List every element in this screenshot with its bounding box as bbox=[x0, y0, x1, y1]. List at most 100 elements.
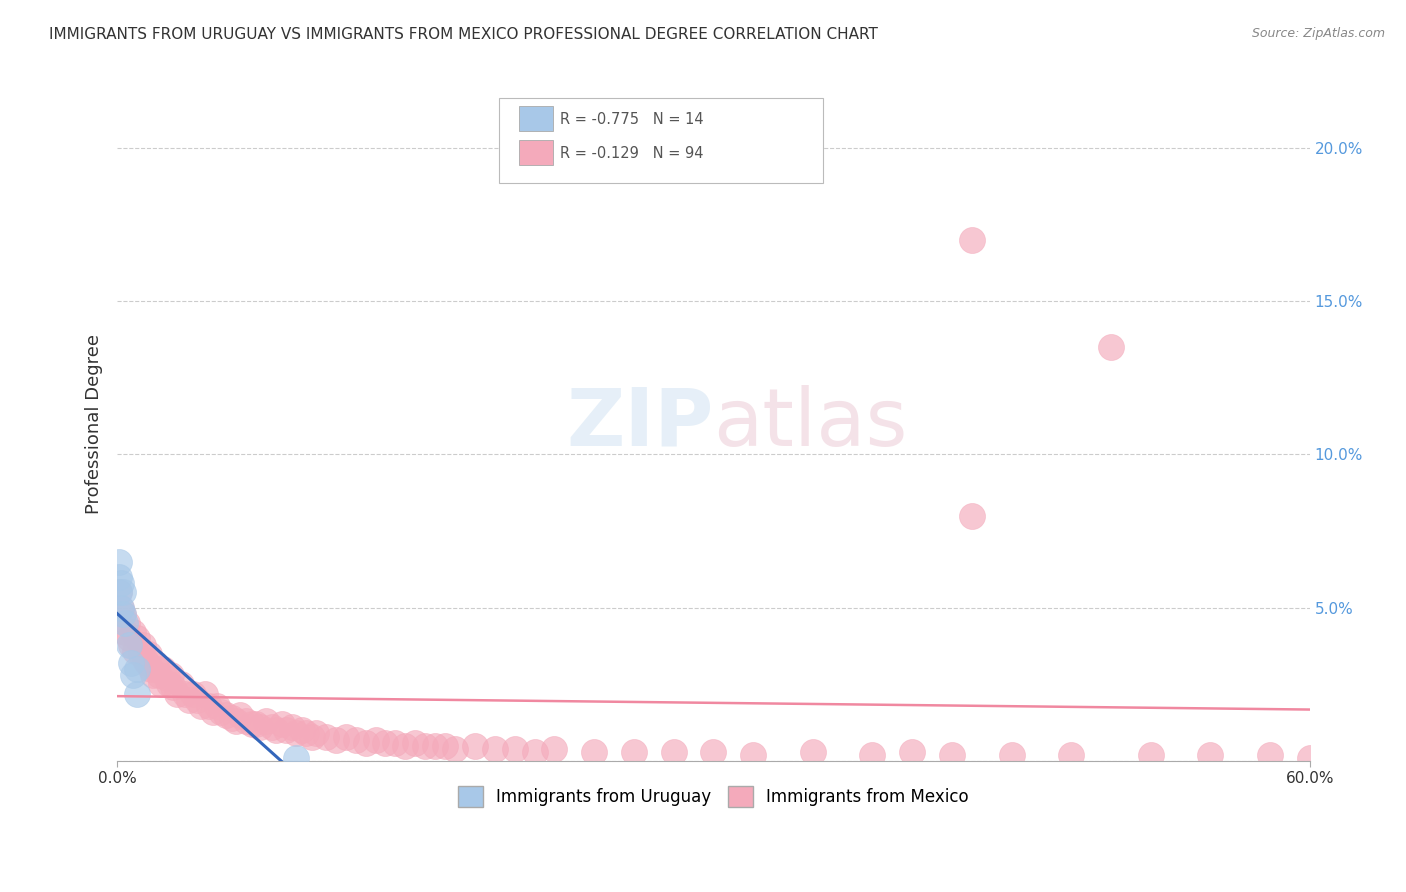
Point bbox=[325, 732, 347, 747]
Point bbox=[941, 747, 963, 762]
Legend: Immigrants from Uruguay, Immigrants from Mexico: Immigrants from Uruguay, Immigrants from… bbox=[451, 780, 976, 814]
Point bbox=[118, 632, 141, 646]
Point bbox=[281, 720, 304, 734]
Point bbox=[221, 711, 243, 725]
Point bbox=[132, 638, 155, 652]
Point bbox=[148, 668, 170, 682]
Point bbox=[801, 745, 824, 759]
Point bbox=[262, 720, 284, 734]
Point bbox=[142, 668, 165, 682]
Point bbox=[254, 714, 277, 729]
Point bbox=[1298, 751, 1320, 765]
Point bbox=[122, 625, 145, 640]
Point bbox=[444, 741, 467, 756]
Point bbox=[364, 732, 387, 747]
Point bbox=[112, 585, 135, 599]
Point bbox=[1199, 747, 1222, 762]
Point bbox=[205, 698, 228, 713]
Point bbox=[110, 576, 132, 591]
Point bbox=[143, 656, 166, 670]
Point bbox=[1258, 747, 1281, 762]
Point bbox=[125, 662, 148, 676]
Point bbox=[215, 708, 238, 723]
Point bbox=[623, 745, 645, 759]
Point bbox=[149, 677, 172, 691]
Text: atlas: atlas bbox=[713, 384, 908, 463]
Point bbox=[122, 668, 145, 682]
Point bbox=[170, 677, 193, 691]
Point bbox=[315, 730, 337, 744]
Point bbox=[209, 705, 232, 719]
Point bbox=[162, 681, 184, 695]
Point bbox=[124, 643, 146, 657]
Point bbox=[1000, 747, 1022, 762]
Point bbox=[960, 233, 983, 247]
Point bbox=[271, 717, 294, 731]
Point bbox=[225, 714, 247, 729]
Point bbox=[1099, 340, 1122, 354]
Point bbox=[157, 677, 180, 691]
Point bbox=[301, 730, 323, 744]
Point bbox=[156, 671, 179, 685]
Point bbox=[166, 687, 188, 701]
Point bbox=[295, 726, 318, 740]
Point bbox=[118, 638, 141, 652]
Point bbox=[197, 698, 219, 713]
Point bbox=[120, 638, 142, 652]
Point bbox=[177, 692, 200, 706]
Point bbox=[404, 736, 426, 750]
Point bbox=[115, 616, 138, 631]
Point bbox=[464, 739, 486, 753]
Point bbox=[152, 662, 174, 676]
Point bbox=[354, 736, 377, 750]
Point bbox=[110, 600, 132, 615]
Point bbox=[860, 747, 883, 762]
Point bbox=[1139, 747, 1161, 762]
Point bbox=[245, 717, 267, 731]
Point bbox=[136, 656, 159, 670]
Point bbox=[702, 745, 724, 759]
Point bbox=[543, 741, 565, 756]
Point bbox=[249, 720, 271, 734]
Point bbox=[264, 723, 287, 738]
Point bbox=[583, 745, 606, 759]
Text: R = -0.775   N = 14: R = -0.775 N = 14 bbox=[560, 112, 703, 127]
Point bbox=[108, 585, 131, 599]
Point bbox=[335, 730, 357, 744]
Point bbox=[138, 647, 160, 661]
Point bbox=[523, 745, 546, 759]
Point bbox=[742, 747, 765, 762]
Point bbox=[125, 687, 148, 701]
Point bbox=[901, 745, 924, 759]
Text: Source: ZipAtlas.com: Source: ZipAtlas.com bbox=[1251, 27, 1385, 40]
Point bbox=[186, 692, 208, 706]
Point bbox=[291, 723, 314, 738]
Point bbox=[146, 662, 169, 676]
Point bbox=[114, 616, 136, 631]
Point bbox=[413, 739, 436, 753]
Point bbox=[139, 662, 162, 676]
Point bbox=[425, 739, 447, 753]
Point bbox=[125, 632, 148, 646]
Point bbox=[190, 698, 212, 713]
Point bbox=[1060, 747, 1083, 762]
Point bbox=[240, 717, 263, 731]
Point bbox=[194, 687, 217, 701]
Point bbox=[160, 668, 183, 682]
Point bbox=[110, 600, 132, 615]
Y-axis label: Professional Degree: Professional Degree bbox=[86, 334, 103, 514]
Point bbox=[235, 714, 257, 729]
Point bbox=[108, 570, 131, 584]
Point bbox=[229, 708, 252, 723]
Text: IMMIGRANTS FROM URUGUAY VS IMMIGRANTS FROM MEXICO PROFESSIONAL DEGREE CORRELATIO: IMMIGRANTS FROM URUGUAY VS IMMIGRANTS FR… bbox=[49, 27, 879, 42]
Point bbox=[108, 585, 131, 599]
Text: ZIP: ZIP bbox=[567, 384, 713, 463]
Text: R = -0.129   N = 94: R = -0.129 N = 94 bbox=[560, 146, 703, 161]
Point bbox=[960, 508, 983, 523]
Point bbox=[434, 739, 457, 753]
Point bbox=[285, 726, 308, 740]
Point bbox=[114, 625, 136, 640]
Point bbox=[344, 732, 367, 747]
Point bbox=[181, 687, 204, 701]
Point bbox=[112, 607, 135, 621]
